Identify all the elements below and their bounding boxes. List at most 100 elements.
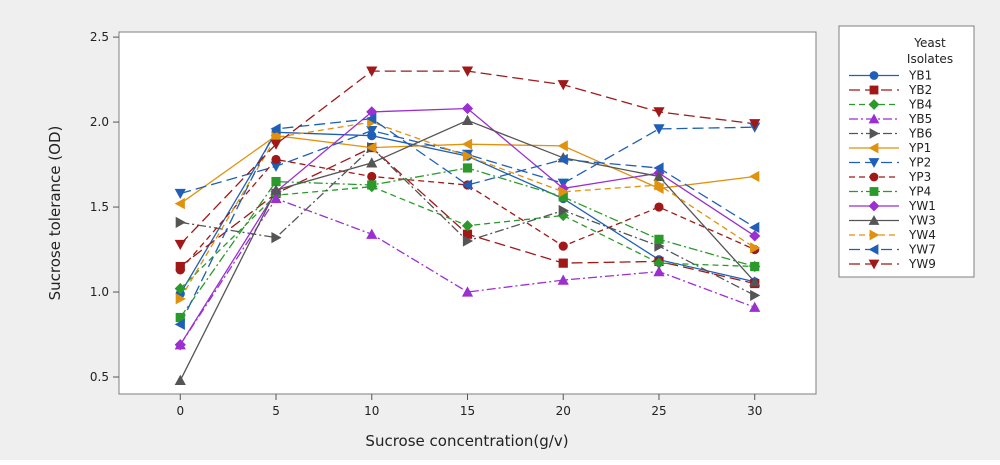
data-point-yw7 <box>366 113 377 125</box>
data-point-yw4 <box>558 186 569 198</box>
data-point-yw3 <box>270 184 282 195</box>
legend-title-line2: Isolates <box>907 52 953 66</box>
y-axis: 0.5 1.0 1.5 2.0 2.5 <box>90 30 119 384</box>
data-point-yb2 <box>462 229 473 239</box>
data-point-yp4 <box>558 192 568 202</box>
legend-marker-yb6 <box>869 128 880 139</box>
x-tick-label: 10 <box>364 404 379 418</box>
data-point-yw9 <box>270 139 282 150</box>
legend-marker-yw3 <box>868 215 880 225</box>
legend-marker-yw1 <box>868 200 880 212</box>
data-point-yb6 <box>558 204 569 217</box>
legend-marker-yw7 <box>868 244 879 255</box>
data-point-yw1 <box>461 102 474 115</box>
data-point-yw7 <box>461 179 473 191</box>
data-point-yb6 <box>271 232 282 244</box>
data-point-yb4 <box>174 283 186 295</box>
data-point-yp4 <box>271 176 281 187</box>
data-point-yp4 <box>367 180 377 190</box>
data-point-yb4 <box>461 220 474 232</box>
legend: Yeast Isolates YB1YB2YB4YB5YB6YP1YP2YP3Y… <box>838 25 975 278</box>
data-point-yw4 <box>750 242 761 254</box>
data-point-yb5 <box>270 192 282 204</box>
data-point-yp3 <box>271 154 281 165</box>
data-point-yp3 <box>367 171 377 182</box>
data-point-yp2 <box>270 161 282 172</box>
legend-label-yp4: YP4 <box>908 185 931 199</box>
legend-marker-yp2 <box>868 158 880 168</box>
data-point-yw7 <box>557 153 568 166</box>
y-tick-label: 1.0 <box>90 285 109 299</box>
data-point-yw7 <box>749 221 760 234</box>
legend-label-yw1: YW1 <box>908 199 936 213</box>
data-point-yb5 <box>366 228 378 239</box>
legend-label-yp3: YP3 <box>908 170 931 184</box>
data-point-yw3 <box>749 276 761 287</box>
data-point-yp1 <box>749 170 760 183</box>
data-point-yw3 <box>653 170 665 182</box>
data-point-yp3 <box>654 202 664 212</box>
data-point-yb5 <box>749 301 761 312</box>
data-point-yw3 <box>174 374 186 386</box>
data-point-yp2 <box>653 124 665 135</box>
legend-marker-yb2 <box>869 85 879 95</box>
data-point-yw4 <box>175 293 186 305</box>
legend-label-yw3: YW3 <box>908 214 936 228</box>
data-point-yp1 <box>461 138 473 150</box>
y-axis-title: Sucrose tolerance (OD) <box>46 126 64 301</box>
data-point-yw1 <box>174 339 186 351</box>
data-point-yp4 <box>750 261 760 272</box>
legend-label-yp2: YP2 <box>908 156 931 170</box>
data-point-yb2 <box>558 258 568 268</box>
legend-label-yb2: YB2 <box>908 83 932 97</box>
data-point-yw9 <box>653 107 665 118</box>
plot-area <box>118 31 817 395</box>
legend-marker-yp3 <box>869 172 879 182</box>
data-point-yp3 <box>558 241 568 251</box>
y-tick-label: 2.5 <box>90 30 109 44</box>
series-markers <box>174 66 761 386</box>
data-point-yp1 <box>366 141 377 154</box>
data-point-yb5 <box>557 274 569 285</box>
legend-label-yw9: YW9 <box>908 257 936 271</box>
x-tick-label: 20 <box>556 404 571 418</box>
data-point-yp1 <box>557 140 568 152</box>
data-point-yw9 <box>749 119 761 130</box>
legend-marker-yb4 <box>868 99 880 110</box>
data-point-yw4 <box>654 179 665 191</box>
x-tick-label: 5 <box>272 404 280 418</box>
data-point-yw3 <box>461 114 474 125</box>
legend-label-yw7: YW7 <box>908 243 936 257</box>
legend-marker-yp4 <box>869 187 879 196</box>
data-point-yb6 <box>750 289 761 302</box>
legend-label-yb1: YB1 <box>908 69 932 83</box>
data-point-yb5 <box>653 266 665 277</box>
data-point-yw9 <box>174 239 186 251</box>
data-point-yw4 <box>462 150 474 162</box>
x-tick-label: 0 <box>176 404 184 418</box>
y-tick-label: 2.0 <box>90 115 109 129</box>
legend-label-yb4: YB4 <box>908 98 932 112</box>
y-tick-label: 1.5 <box>90 200 109 214</box>
data-point-yp3 <box>175 265 185 275</box>
data-point-yw9 <box>366 66 378 77</box>
data-point-yp2 <box>366 125 378 137</box>
legend-label-yp1: YP1 <box>908 141 931 155</box>
x-tick-label: 15 <box>460 404 475 418</box>
legend-marker-yb1 <box>869 71 879 80</box>
legend-marker-yw9 <box>868 259 880 270</box>
data-point-yp4 <box>462 163 473 173</box>
data-point-yb4 <box>653 257 665 269</box>
legend-entries: YB1YB2YB4YB5YB6YP1YP2YP3YP4YW1YW3YW4YW7Y… <box>849 69 936 271</box>
data-point-yw3 <box>366 157 378 168</box>
legend-label-yb5: YB5 <box>908 112 932 126</box>
data-point-yb6 <box>175 216 186 228</box>
data-point-yb5 <box>461 286 474 297</box>
data-point-yw7 <box>270 123 281 135</box>
data-point-yw7 <box>653 162 664 174</box>
x-tick-label: 25 <box>651 404 666 418</box>
legend-label-yb6: YB6 <box>908 127 932 141</box>
data-point-yp2 <box>174 188 186 200</box>
